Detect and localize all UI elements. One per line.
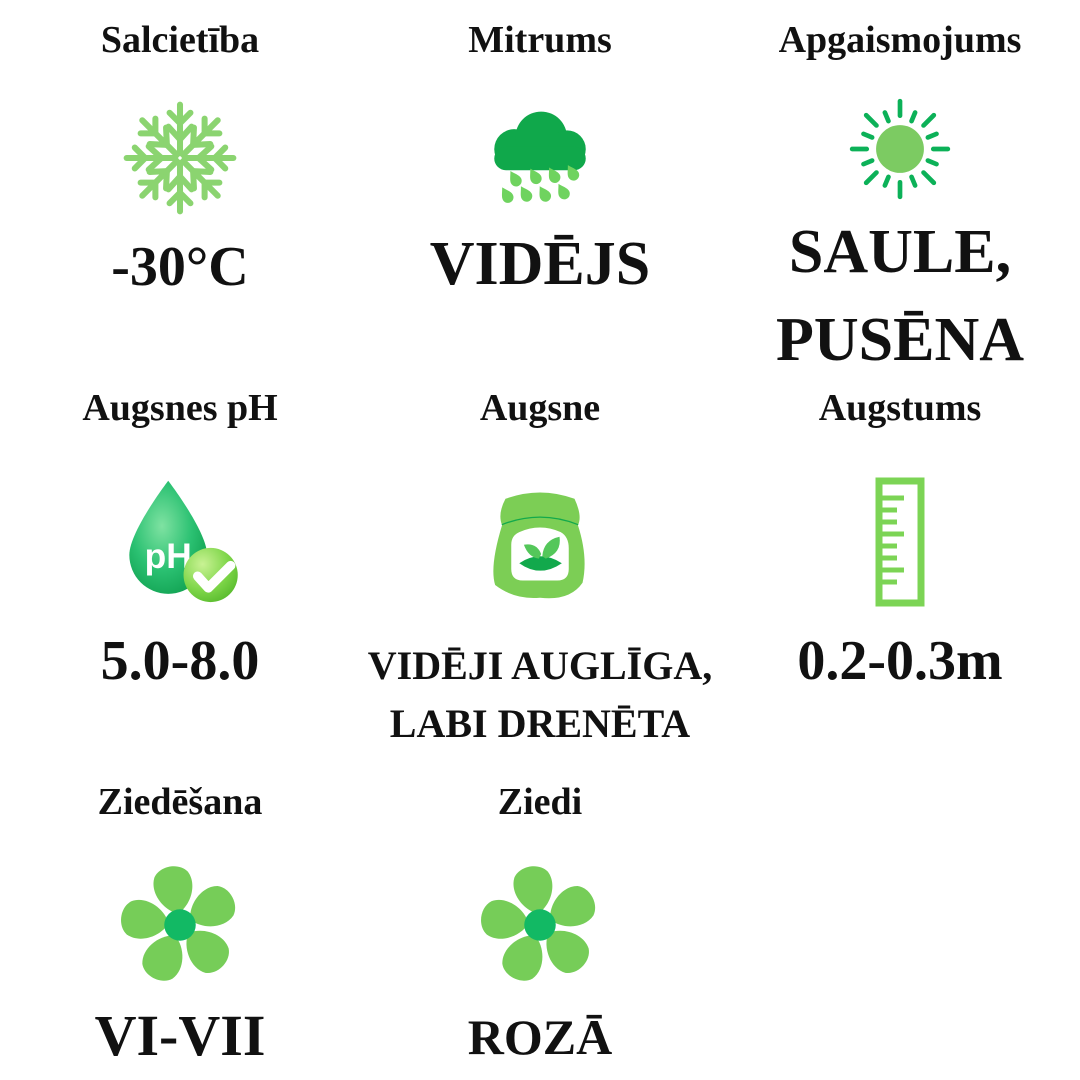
- empty-cell: [720, 770, 1080, 1080]
- ph-badge-text: pH: [145, 537, 192, 576]
- card-label: Mitrums: [468, 19, 612, 61]
- card-label: Augsnes pH: [82, 387, 278, 429]
- card-label: Ziedēšana: [97, 781, 263, 823]
- card-soil: Augsne VIDĒJI AUGLĪGA, LABI DRENĒTA: [360, 384, 720, 770]
- rain-cloud-icon: [479, 95, 601, 221]
- card-value-line: PUSĒNA: [775, 305, 1025, 374]
- card-value-line: SAULE,: [788, 217, 1012, 286]
- card-height: Augstums 0.2-0.3m: [720, 384, 1080, 770]
- flower-icon: [477, 859, 603, 991]
- card-value: 5.0-8.0: [100, 630, 260, 693]
- card-label: Salcietība: [100, 19, 260, 61]
- card-value: ROZĀ: [467, 1009, 613, 1066]
- card-label: Augsne: [479, 387, 601, 429]
- soil-bag-icon: [471, 461, 609, 623]
- card-value: VIDĒJS: [429, 230, 651, 299]
- card-value: VI-VII: [94, 1003, 266, 1069]
- card-moisture: Mitrums: [360, 0, 720, 384]
- card-value: 0.2-0.3m: [797, 630, 1003, 693]
- card-value-line: VIDĒJI AUGLĪGA,: [367, 643, 713, 689]
- card-label: Ziedi: [497, 781, 583, 823]
- card-flower-color: Ziedi ROZĀ: [360, 770, 720, 1080]
- card-lighting: Apgaismojums SAU: [720, 0, 1080, 384]
- card-value: -30°C: [111, 236, 249, 299]
- card-flowering: Ziedēšana VI-VII: [0, 770, 360, 1080]
- card-value-line: LABI DRENĒTA: [389, 701, 691, 747]
- card-hardiness: Salcietība -30°C: [0, 0, 360, 384]
- card-label: Apgaismojums: [778, 19, 1022, 61]
- card-label: Augstums: [818, 387, 982, 429]
- card-soil-ph: Augsnes pH pH 5.0-8.0: [0, 384, 360, 770]
- flower-icon: [117, 859, 243, 991]
- card-value: VIDĒJI AUGLĪGA, LABI DRENĒTA: [368, 637, 713, 753]
- ruler-icon: [874, 461, 926, 623]
- ph-drop-icon: pH: [114, 461, 246, 623]
- sun-icon: [848, 95, 952, 202]
- card-value: SAULE, PUSĒNA: [776, 208, 1024, 384]
- snowflake-icon: [122, 95, 238, 221]
